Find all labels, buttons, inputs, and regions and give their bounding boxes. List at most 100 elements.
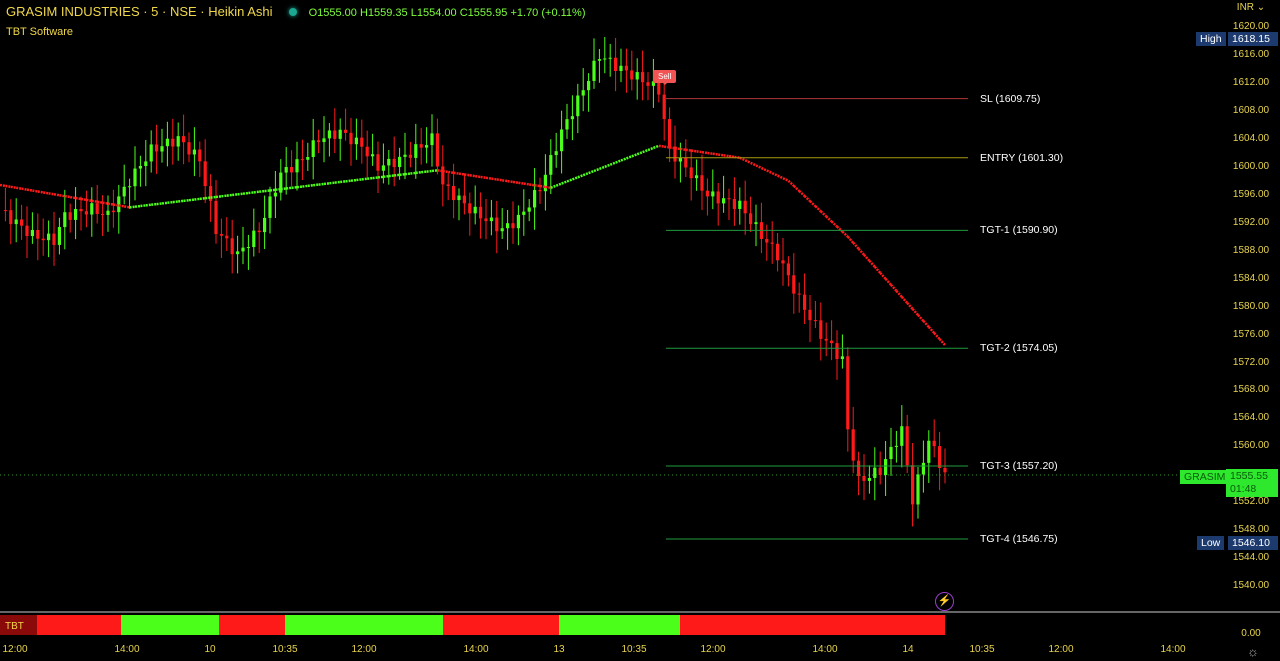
- moving-average-segment: [777, 174, 784, 180]
- moving-average-segment: [906, 302, 914, 310]
- candle-body: [214, 200, 218, 235]
- candle-body: [52, 233, 56, 245]
- moving-average-segment: [75, 196, 82, 201]
- moving-average-segment: [0, 183, 6, 188]
- moving-average-segment: [674, 146, 681, 151]
- moving-average-segment: [421, 170, 427, 174]
- pane-divider[interactable]: [0, 611, 1280, 613]
- candle-body: [479, 206, 483, 219]
- candle-body: [187, 142, 191, 155]
- candle-body: [111, 210, 115, 213]
- moving-average-segment: [226, 193, 233, 197]
- candle-body: [333, 130, 337, 139]
- moving-average-segment: [42, 191, 49, 195]
- moving-average-segment: [571, 176, 579, 181]
- candle-body: [327, 130, 331, 139]
- price-tick: 1544.00: [1232, 552, 1270, 564]
- time-tick: 13: [553, 644, 565, 655]
- moving-average-segment: [318, 182, 325, 186]
- moving-average-segment: [151, 202, 157, 206]
- moving-average-segment: [291, 185, 298, 190]
- candle-body: [932, 440, 936, 447]
- candle-body: [257, 230, 261, 233]
- moving-average-segment: [652, 144, 660, 150]
- moving-average-segment: [561, 180, 568, 185]
- moving-average-segment: [431, 169, 438, 173]
- symbol-title[interactable]: GRASIM INDUSTRIES · 5 · NSE · Heikin Ash…: [6, 4, 273, 19]
- candle-body: [754, 222, 758, 225]
- moving-average-segment: [404, 172, 411, 176]
- currency-selector[interactable]: INR ⌄: [1236, 2, 1266, 13]
- moving-average-segment: [15, 186, 22, 190]
- candle-body: [597, 59, 601, 61]
- moving-average-segment: [140, 204, 146, 208]
- moving-average-segment: [323, 182, 330, 186]
- candle-body: [452, 185, 456, 201]
- candle-body: [268, 196, 272, 218]
- indicator-title[interactable]: TBT Software: [6, 26, 74, 38]
- moving-average-segment: [269, 188, 276, 192]
- moving-average-segment: [426, 169, 433, 173]
- candle-body: [808, 309, 812, 321]
- candle-body: [770, 242, 774, 244]
- candle-body: [349, 132, 353, 145]
- candle-body: [743, 200, 747, 214]
- moving-average-segment: [577, 174, 584, 179]
- candle-body: [916, 474, 920, 505]
- candle-body: [284, 167, 288, 173]
- level-label: TGT-2 (1574.05): [980, 342, 1058, 355]
- moving-average-segment: [658, 144, 665, 148]
- candle-body: [732, 198, 736, 209]
- candle-body: [592, 60, 596, 81]
- settings-gear-icon[interactable]: ☼: [1247, 644, 1259, 659]
- lightning-icon[interactable]: ⚡: [935, 592, 954, 611]
- candle-body: [484, 218, 488, 222]
- candle-body: [797, 293, 801, 295]
- moving-average-segment: [485, 176, 492, 180]
- candle-body: [830, 340, 834, 344]
- candle-body: [425, 145, 429, 148]
- moving-average-segment: [852, 241, 860, 250]
- moving-average-segment: [340, 180, 346, 184]
- moving-average-segment: [161, 201, 168, 205]
- candle-body: [68, 212, 72, 220]
- candle-body: [381, 165, 385, 171]
- moving-average-segment: [766, 169, 773, 175]
- moving-average-segment: [215, 195, 222, 199]
- moving-average-segment: [145, 203, 152, 207]
- moving-average-segment: [718, 153, 724, 157]
- moving-average-segment: [760, 166, 768, 172]
- moving-average-segment: [830, 220, 838, 228]
- candle-body: [673, 146, 677, 162]
- moving-average-segment: [307, 184, 314, 188]
- time-tick: 12:00: [2, 644, 28, 655]
- candle-body: [41, 238, 45, 241]
- moving-average-segment: [59, 193, 66, 198]
- moving-average-segment: [566, 178, 573, 183]
- candle-body: [624, 65, 628, 71]
- candle-body: [781, 260, 785, 264]
- candle-body: [543, 174, 547, 192]
- moving-average-segment: [900, 296, 909, 304]
- price-tick: 1548.00: [1232, 524, 1270, 536]
- low-value: 1546.10: [1228, 536, 1278, 550]
- candle-body: [138, 166, 142, 169]
- candle-body: [711, 191, 715, 197]
- price-tick: 1596.00: [1232, 188, 1270, 200]
- price-tick: 1600.00: [1232, 160, 1270, 172]
- candle-body: [20, 219, 24, 226]
- candle-body: [344, 129, 348, 133]
- moving-average-segment: [588, 169, 595, 175]
- candle-body: [63, 212, 67, 228]
- candle-body: [133, 168, 137, 187]
- moving-average-segment: [275, 187, 281, 192]
- candle-body: [813, 320, 817, 322]
- moving-average-segment: [113, 203, 120, 207]
- moving-average-segment: [696, 150, 703, 154]
- moving-average-segment: [604, 163, 611, 168]
- moving-average-segment: [469, 174, 476, 178]
- moving-average-segment: [253, 190, 260, 194]
- candle-body: [14, 219, 18, 225]
- candle-body: [689, 167, 693, 179]
